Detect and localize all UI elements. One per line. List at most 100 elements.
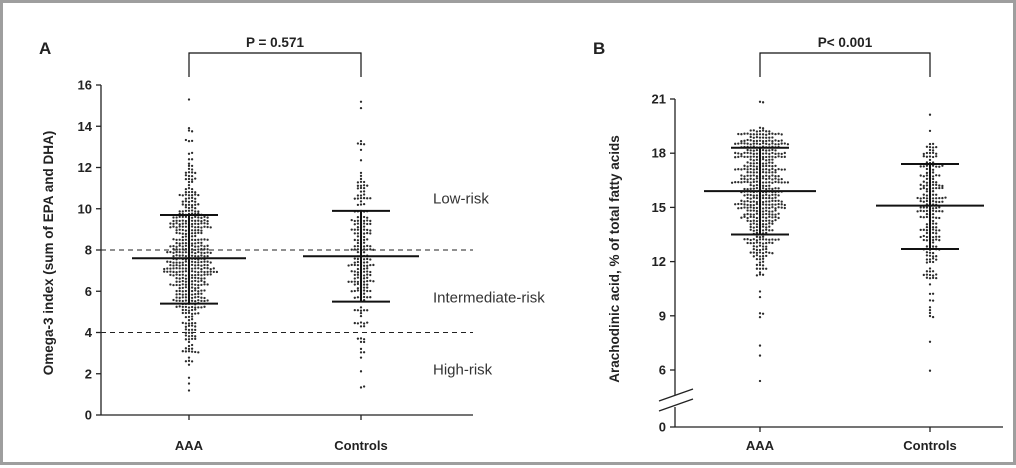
- panel-b-aaa-data-point: [781, 203, 783, 205]
- panel-a-aaa-data-point: [194, 201, 196, 203]
- panel-a-aaa-data-point: [200, 297, 202, 299]
- panel-b-aaa-data-point: [750, 242, 752, 244]
- panel-b-aaa-data-point: [765, 178, 767, 180]
- panel-b-aaa-data-point: [753, 220, 755, 222]
- panel-b-aaa-data-point: [771, 142, 773, 144]
- panel-b-controls-data-point: [938, 174, 940, 176]
- panel-a-y-tick-label: 2: [85, 366, 92, 381]
- panel-b-aaa-data-point: [768, 143, 770, 145]
- panel-b-aaa-data-point: [765, 210, 767, 212]
- panel-a-aaa-data-point: [185, 216, 187, 218]
- panel-a-aaa-data-point: [175, 242, 177, 244]
- panel-b-aaa-data-point: [750, 171, 752, 173]
- panel-a-aaa-data-point: [179, 216, 181, 218]
- panel-b-aaa-data-point: [746, 194, 748, 196]
- panel-b-aaa-data-point: [762, 129, 764, 131]
- panel-b-aaa-data-point: [777, 238, 779, 240]
- panel-a-aaa-data-point: [182, 296, 184, 298]
- panel-b-controls-data-point: [935, 236, 937, 238]
- panel-b-aaa-data-point: [756, 156, 758, 158]
- panel-b-aaa-data-point: [765, 181, 767, 183]
- panel-a-aaa-data-point: [179, 262, 181, 264]
- panel-b-controls-data-point: [935, 210, 937, 212]
- panel-b-aaa-data-point: [762, 223, 764, 225]
- panel-b-aaa-data-point: [756, 133, 758, 135]
- panel-b-aaa-data-point: [759, 271, 761, 273]
- panel-b-aaa-data-point: [771, 156, 773, 158]
- panel-a-aaa-data-point: [191, 194, 193, 196]
- panel-a-aaa-data-point: [197, 290, 199, 292]
- panel-a-aaa-data-point: [191, 280, 193, 282]
- panel-a-controls-data-point: [354, 283, 356, 285]
- panel-a-controls-data-point: [354, 309, 356, 311]
- panel-a-aaa-data-point: [185, 281, 187, 283]
- panel-a-aaa-data-point: [200, 274, 202, 276]
- panel-a-aaa-data-point: [182, 271, 184, 273]
- panel-b-aaa-data-point: [746, 149, 748, 151]
- panel-a-aaa-data-point: [203, 222, 205, 224]
- panel-b-controls-data-point: [932, 252, 934, 254]
- panel-b-aaa-data-point: [777, 152, 779, 154]
- panel-b-aaa-data-point: [771, 220, 773, 222]
- panel-a-aaa-data-point: [179, 297, 181, 299]
- panel-b-aaa-data-point: [787, 143, 789, 145]
- panel-b-aaa-data-point: [777, 143, 779, 145]
- panel-a-controls-data-point: [357, 338, 359, 340]
- panel-b-controls-data-point: [920, 210, 922, 212]
- panel-b-aaa-data-point: [759, 245, 761, 247]
- panel-b-aaa-data-point: [753, 251, 755, 253]
- panel-b-aaa-data-point: [753, 150, 755, 152]
- panel-a-aaa-data-point: [185, 286, 187, 288]
- panel-a-aaa-data-point: [188, 377, 190, 379]
- panel-a-aaa-data-point: [191, 290, 193, 292]
- panel-b-aaa-data-point: [774, 133, 776, 135]
- panel-a-controls-data-point: [357, 264, 359, 266]
- panel-a-aaa-data-point: [163, 270, 165, 272]
- panel-a-controls-data-point: [360, 181, 362, 183]
- panel-a-controls-data-point: [360, 351, 362, 353]
- panel-b-aaa-data-point: [768, 226, 770, 228]
- panel-b-controls-data-point: [932, 184, 934, 186]
- panel-a-aaa-data-point: [191, 313, 193, 315]
- panel-b-aaa-data-point: [753, 187, 755, 189]
- panel-a-controls-data-point: [369, 280, 371, 282]
- panel-b-aaa-data-point: [759, 380, 761, 382]
- panel-a-aaa-data-point: [185, 230, 187, 232]
- panel-b-y-tick-label: 6: [659, 363, 666, 378]
- panel-b-controls-data-point: [929, 293, 931, 295]
- panel-b-aaa-data-point: [771, 152, 773, 154]
- panel-a-controls-data-point: [357, 142, 359, 144]
- panel-b-controls-data-point: [926, 184, 928, 186]
- panel-a-controls-data-point: [357, 194, 359, 196]
- panel-b-controls-data-point: [920, 174, 922, 176]
- panel-b-aaa-data-point: [777, 194, 779, 196]
- panel-a-controls-data-point: [360, 101, 362, 103]
- panel-a-aaa-data-point: [179, 267, 181, 269]
- panel-a-aaa-data-point: [194, 306, 196, 308]
- panel-a-aaa-data-point: [197, 351, 199, 353]
- panel-a-aaa-data-point: [194, 193, 196, 195]
- panel-a-aaa-data-point: [179, 232, 181, 234]
- panel-a-controls-data-point: [357, 222, 359, 224]
- panel-b-controls-data-point: [923, 175, 925, 177]
- panel-a-aaa-data-point: [194, 296, 196, 298]
- panel-b-aaa-data-point: [768, 185, 770, 187]
- panel-b-controls-data-point: [935, 217, 937, 219]
- panel-b-aaa-data-point: [771, 252, 773, 254]
- panel-a-aaa-data-point: [175, 306, 177, 308]
- panel-a-aaa-data-point: [194, 223, 196, 225]
- panel-b-controls-data-point: [920, 165, 922, 167]
- panel-a-aaa-data-point: [169, 251, 171, 253]
- panel-b-aaa-data-point: [765, 255, 767, 257]
- panel-b-aaa-data-point: [784, 152, 786, 154]
- panel-b-aaa-data-point: [784, 204, 786, 206]
- panel-a-controls-data-point: [369, 274, 371, 276]
- panel-a-aaa-data-point: [175, 222, 177, 224]
- panel-a-controls-data-point: [366, 261, 368, 263]
- panel-b-controls-data-point: [935, 238, 937, 240]
- panel-a-aaa-data-point: [188, 360, 190, 362]
- panel-b-aaa-data-point: [750, 156, 752, 158]
- panel-b-aaa-data-point: [759, 136, 761, 138]
- panel-a-controls-data-point: [363, 143, 365, 145]
- panel-b-aaa-data-point: [768, 169, 770, 171]
